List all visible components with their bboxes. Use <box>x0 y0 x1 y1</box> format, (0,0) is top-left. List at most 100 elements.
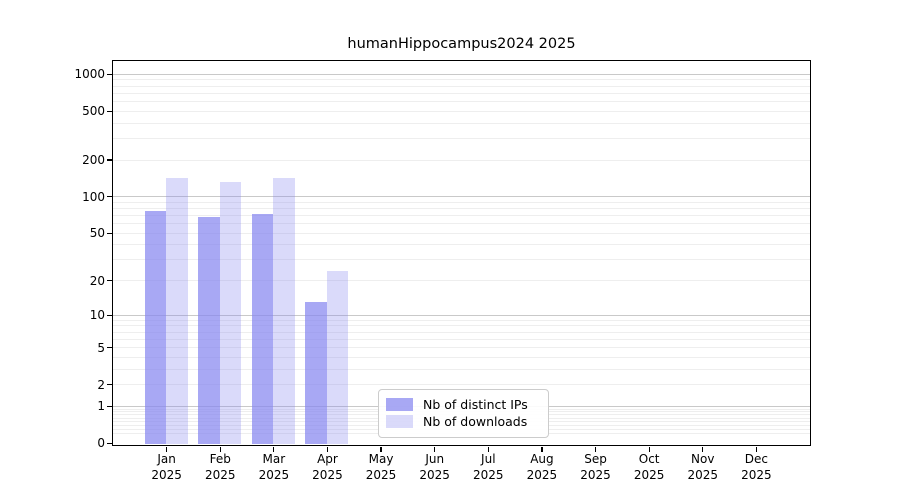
x-tick-month: Nov <box>691 452 715 466</box>
x-tick <box>326 446 329 452</box>
x-tick-year: 2025 <box>687 467 719 482</box>
y-gridline-minor <box>112 356 810 358</box>
plot-area <box>111 59 811 446</box>
x-tick-month: Jan <box>157 452 176 466</box>
y-tick-label: 0 <box>97 436 105 451</box>
x-tick-label: Jul 2025 <box>460 452 516 483</box>
x-tick-year: 2025 <box>419 467 450 482</box>
x-tick <box>755 446 757 452</box>
y-gridline-major <box>112 314 810 316</box>
y-tick-label: 10 <box>89 308 105 323</box>
y-gridline-minor <box>112 201 810 203</box>
y-tick-label: 2 <box>97 377 105 392</box>
y-gridline-minor <box>112 384 810 386</box>
legend-swatch-distinct-ips <box>386 398 413 411</box>
y-tick <box>106 110 112 112</box>
x-tick <box>648 446 650 452</box>
legend: Nb of distinct IPs Nb of downloads <box>378 389 549 438</box>
x-tick-label: Feb 2025 <box>192 452 248 483</box>
y-gridline-minor <box>112 122 810 124</box>
x-tick-year: 2025 <box>473 467 504 482</box>
x-tick <box>273 446 275 452</box>
bar-distinct-ips <box>251 214 274 444</box>
y-tick-label: 1000 <box>74 67 105 82</box>
y-gridline-minor <box>112 347 810 349</box>
y-gridline-minor <box>112 319 810 321</box>
x-tick <box>434 446 436 452</box>
x-tick <box>594 446 597 452</box>
x-tick-label: Apr 2025 <box>299 452 355 483</box>
y-gridline-minor <box>112 331 810 333</box>
y-tick <box>106 442 112 444</box>
legend-label-distinct-ips: Nb of distinct IPs <box>423 397 528 412</box>
y-gridline-minor <box>112 325 810 327</box>
y-gridline-minor <box>112 215 810 217</box>
x-tick-year: 2025 <box>365 467 397 482</box>
x-tick-month: Oct <box>638 452 660 466</box>
y-gridline-minor <box>112 85 810 87</box>
bar-distinct-ips <box>198 217 220 444</box>
y-tick <box>106 405 112 407</box>
y-gridline-minor <box>112 244 810 246</box>
bar-downloads <box>326 270 349 444</box>
x-tick <box>380 446 382 452</box>
y-tick-label: 50 <box>89 226 105 241</box>
y-gridline-minor <box>112 223 810 225</box>
x-tick-month: Dec <box>744 452 768 466</box>
legend-row-distinct-ips: Nb of distinct IPs <box>386 397 539 412</box>
chart-title: humanHippocampus2024 2025 <box>347 36 576 52</box>
x-tick-month: Jul <box>481 452 496 466</box>
y-tick <box>106 159 112 161</box>
y-gridline-minor <box>112 232 810 234</box>
x-tick-label: Jan 2025 <box>139 452 195 483</box>
y-gridline-minor <box>112 92 810 94</box>
x-tick-label: Aug 2025 <box>514 452 570 483</box>
x-tick-month: Apr <box>317 452 338 466</box>
x-tick-year: 2025 <box>312 467 343 482</box>
legend-swatch-downloads <box>386 415 413 428</box>
x-tick-label: Dec 2025 <box>728 452 784 483</box>
bar-downloads <box>219 182 242 444</box>
x-tick-label: Oct 2025 <box>621 452 677 483</box>
y-tick <box>106 73 112 75</box>
x-tick-month: Jun <box>425 452 445 466</box>
y-tick-label: 500 <box>82 104 105 119</box>
y-gridline-minor <box>112 259 810 261</box>
legend-label-downloads: Nb of downloads <box>423 414 528 429</box>
y-gridline-minor <box>112 280 810 282</box>
x-tick-month: Aug <box>530 452 554 466</box>
x-tick-year: 2025 <box>204 467 236 482</box>
bar-distinct-ips <box>144 210 167 444</box>
bar-downloads <box>273 178 295 444</box>
x-tick-month: Feb <box>209 452 231 466</box>
x-tick-year: 2025 <box>580 467 611 482</box>
x-tick-label: Mar 2025 <box>246 452 302 483</box>
x-tick-label: Nov 2025 <box>675 452 731 483</box>
bar-downloads <box>166 178 188 444</box>
y-tick-label: 1 <box>97 399 105 414</box>
x-tick-year: 2025 <box>633 467 665 482</box>
x-tick-month: Mar <box>262 452 286 466</box>
y-tick <box>106 314 112 316</box>
x-tick <box>219 446 221 452</box>
x-tick-label: Sep 2025 <box>568 452 624 483</box>
y-tick <box>106 280 112 282</box>
x-tick-year: 2025 <box>741 467 772 482</box>
y-tick-label: 100 <box>82 189 105 204</box>
y-gridline-minor <box>112 79 810 81</box>
y-gridline-minor <box>112 100 810 102</box>
y-gridline-minor <box>112 208 810 210</box>
x-tick-year: 2025 <box>526 467 558 482</box>
x-tick-label: Jun 2025 <box>407 452 463 483</box>
y-tick <box>106 232 112 234</box>
x-tick <box>541 446 543 452</box>
y-gridline-minor <box>112 368 810 370</box>
bar-distinct-ips <box>305 301 327 444</box>
y-tick <box>106 346 112 349</box>
x-tick <box>487 446 489 452</box>
y-gridline-minor <box>112 137 810 139</box>
y-gridline-major <box>112 73 810 75</box>
x-tick-label: May 2025 <box>353 452 409 483</box>
y-tick <box>106 196 112 198</box>
